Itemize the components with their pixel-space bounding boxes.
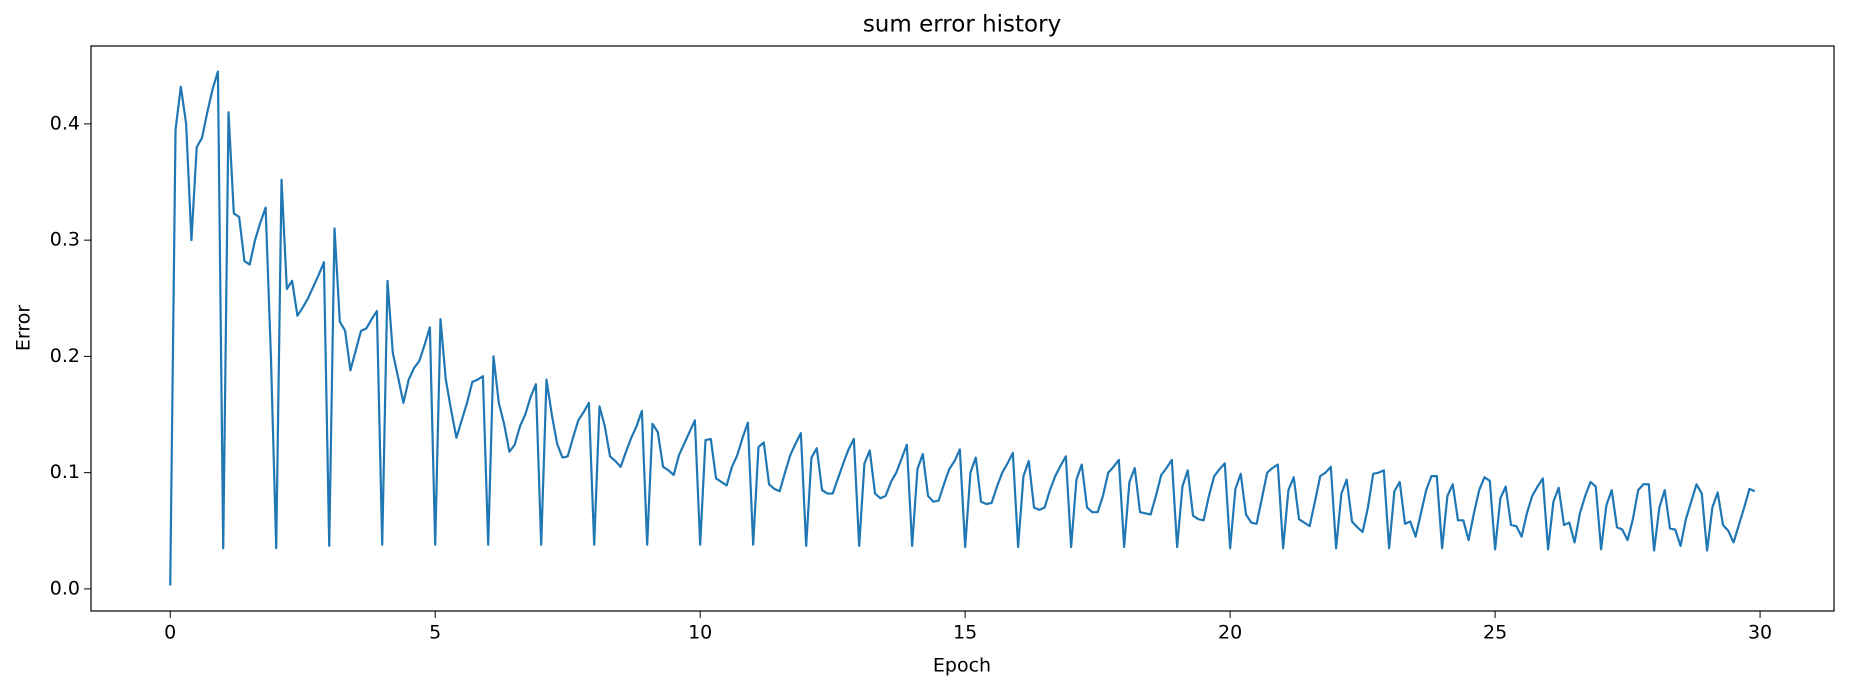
data-line: [169, 70, 1756, 586]
y-tick-label: 0.2: [50, 345, 80, 367]
y-tick-label: 0.0: [50, 577, 80, 599]
y-tick-label: 0.3: [50, 229, 80, 251]
plot-frame: [90, 45, 1835, 612]
y-tick-label: 0.1: [50, 461, 80, 483]
x-tick-label: 0: [164, 622, 176, 644]
chart-title: sum error history: [863, 12, 1061, 38]
y-axis-label: Error: [13, 305, 35, 352]
x-tick-label: 30: [1748, 622, 1772, 644]
y-tick-label: 0.4: [50, 112, 80, 134]
x-tick-label: 5: [429, 622, 441, 644]
x-axis-label: Epoch: [933, 655, 991, 677]
x-tick-label: 10: [688, 622, 712, 644]
x-tick-label: 25: [1483, 622, 1507, 644]
x-tick-label: 15: [953, 622, 977, 644]
x-tick-label: 20: [1218, 622, 1242, 644]
